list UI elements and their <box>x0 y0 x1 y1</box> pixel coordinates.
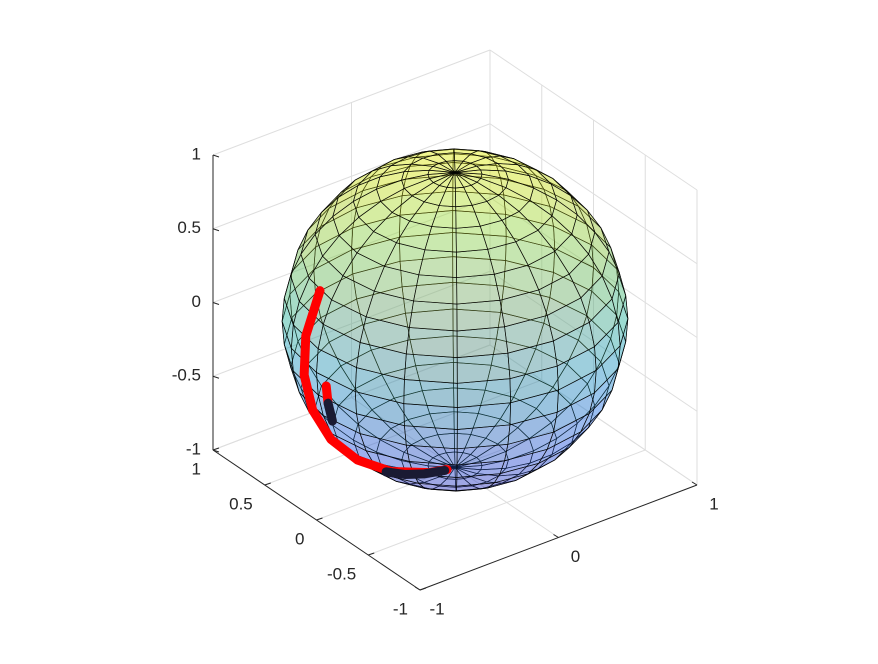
grid <box>212 49 698 591</box>
x-tick <box>553 534 559 538</box>
y-tick-label: 0.5 <box>229 494 253 513</box>
x-tick-label: -1 <box>429 599 444 618</box>
sphere-face <box>403 379 458 408</box>
sphere-face <box>408 300 458 332</box>
grid-line <box>489 344 698 486</box>
z-tick <box>212 154 220 158</box>
grid-line <box>212 49 491 156</box>
sphere-face <box>456 326 509 359</box>
grid-line <box>489 49 698 191</box>
x-tick-label: 0 <box>571 547 580 566</box>
z-tick <box>212 375 220 379</box>
y-tick <box>316 517 323 521</box>
grid-line <box>264 379 542 486</box>
sphere-face <box>454 165 482 173</box>
sphere-face <box>456 273 501 305</box>
z-tick <box>212 228 220 232</box>
z-tick-label: 0 <box>192 292 201 311</box>
y-tick <box>368 552 375 556</box>
z-tick <box>212 302 220 305</box>
grid-line <box>212 344 491 451</box>
sphere-face <box>456 378 511 408</box>
sphere-face <box>404 353 458 384</box>
grid-line <box>368 449 646 556</box>
sphere-face <box>405 327 458 359</box>
grid-line <box>489 123 698 265</box>
y-tick-label: -0.5 <box>327 564 356 583</box>
x-tick-label: 1 <box>709 494 718 513</box>
y-tick-label: 0 <box>295 529 304 548</box>
sphere-face <box>456 352 511 384</box>
grid-line <box>212 270 491 377</box>
trajectory <box>381 465 450 479</box>
sphere-face <box>403 403 458 430</box>
z-tick-label: 1 <box>192 144 201 163</box>
y-tick <box>212 447 220 451</box>
x-tick <box>691 481 698 486</box>
tick-labels: -1-0.500.51-1-0.500.51-101 <box>172 144 719 618</box>
z-tick-label: -1 <box>186 439 201 458</box>
trajectories <box>299 286 452 479</box>
sphere-face <box>413 274 458 305</box>
y-tick <box>419 587 427 591</box>
grid-line <box>212 123 491 230</box>
sphere-face <box>456 299 505 332</box>
x-tick <box>414 586 421 591</box>
z-tick-label: -0.5 <box>172 366 201 385</box>
z-tick <box>212 449 220 453</box>
sphere-face <box>418 249 457 278</box>
z-tick-label: 0.5 <box>177 218 201 237</box>
y-tick-label: -1 <box>393 599 408 618</box>
y-tick <box>264 482 271 486</box>
y-tick-label: 1 <box>192 459 201 478</box>
trajectory <box>323 398 337 426</box>
